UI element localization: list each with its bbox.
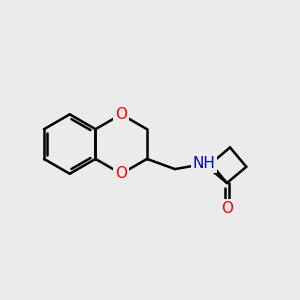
Text: O: O — [115, 107, 127, 122]
Text: NH: NH — [193, 156, 216, 171]
Text: O: O — [115, 166, 127, 181]
Text: O: O — [221, 201, 233, 216]
